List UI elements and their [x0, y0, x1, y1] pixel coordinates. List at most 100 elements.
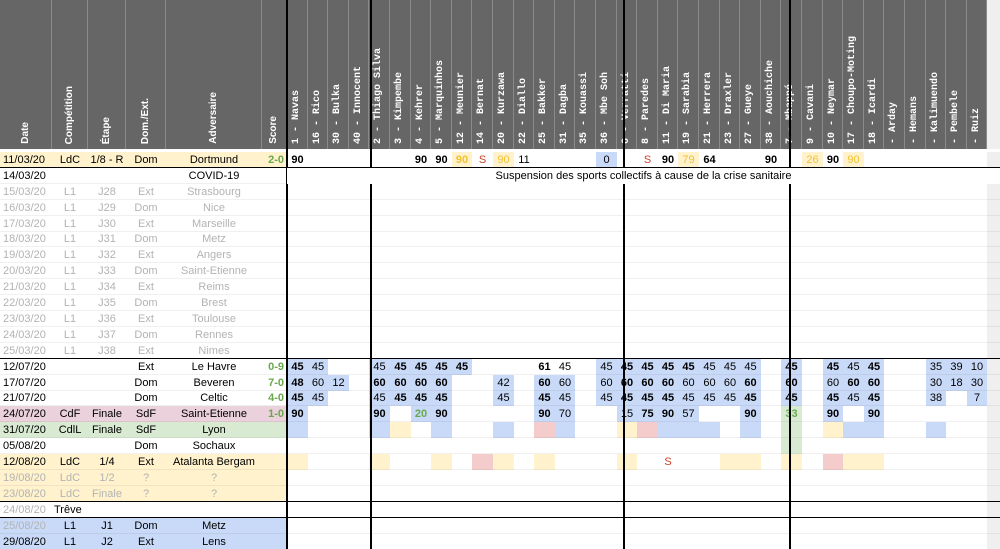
row-comp[interactable]: L1 [52, 518, 88, 534]
player-cell[interactable] [823, 502, 843, 518]
player-cell[interactable] [369, 454, 390, 470]
player-cell[interactable] [493, 279, 514, 295]
player-header-0[interactable]: 1 - Navas [287, 0, 308, 149]
player-cell[interactable] [781, 184, 802, 200]
player-cell[interactable] [884, 470, 905, 486]
player-cell[interactable] [617, 343, 637, 359]
player-cell[interactable] [720, 295, 740, 311]
player-cell[interactable] [514, 247, 534, 263]
player-cell[interactable] [369, 422, 390, 438]
player-cell[interactable] [514, 327, 534, 343]
player-cell[interactable]: 90 [823, 152, 843, 168]
player-cell[interactable] [864, 200, 884, 216]
row-score[interactable]: 7-0 [262, 375, 287, 391]
row-comp[interactable]: L1 [52, 295, 88, 311]
player-cell[interactable] [678, 470, 699, 486]
row-opponent[interactable]: Marseille [166, 216, 262, 232]
player-cell[interactable]: 45 [720, 391, 740, 406]
row-date[interactable]: 15/03/20 [0, 184, 52, 200]
player-cell[interactable] [905, 200, 926, 216]
player-cell[interactable] [926, 406, 946, 422]
player-cell[interactable]: 11 [514, 152, 534, 168]
player-cell[interactable] [534, 216, 555, 232]
row-comp[interactable]: LdC [52, 470, 88, 486]
player-cell[interactable] [720, 152, 740, 168]
player-header-8[interactable]: 12 - Meunier [452, 0, 472, 149]
player-cell[interactable] [905, 247, 926, 263]
player-cell[interactable]: 45 [678, 359, 699, 375]
player-cell[interactable] [349, 311, 369, 327]
player-cell[interactable] [308, 200, 328, 216]
player-cell[interactable] [493, 184, 514, 200]
row-stage[interactable]: J35 [88, 295, 126, 311]
player-cell[interactable] [328, 279, 349, 295]
player-cell[interactable] [658, 438, 678, 454]
player-cell[interactable]: 45 [823, 359, 843, 375]
player-cell[interactable] [720, 502, 740, 518]
player-cell[interactable] [575, 422, 596, 438]
player-cell[interactable] [637, 422, 658, 438]
player-cell[interactable] [658, 470, 678, 486]
player-cell[interactable] [328, 184, 349, 200]
player-cell[interactable] [781, 232, 802, 247]
player-cell[interactable] [843, 470, 864, 486]
player-cell[interactable] [493, 486, 514, 502]
player-cell[interactable] [720, 247, 740, 263]
player-cell[interactable] [308, 311, 328, 327]
row-venue[interactable]: Dom [126, 438, 166, 454]
player-cell[interactable] [781, 518, 802, 534]
player-cell[interactable] [761, 216, 781, 232]
player-cell[interactable] [802, 406, 823, 422]
row-score[interactable]: 1-0 [262, 406, 287, 422]
player-cell[interactable] [514, 502, 534, 518]
player-cell[interactable] [946, 216, 967, 232]
player-header-31[interactable]: - Kalimuendo [926, 0, 946, 149]
player-cell[interactable] [678, 311, 699, 327]
row-opponent[interactable]: Reims [166, 279, 262, 295]
player-cell[interactable] [946, 327, 967, 343]
player-cell[interactable] [287, 184, 308, 200]
player-cell[interactable] [884, 184, 905, 200]
player-cell[interactable] [761, 518, 781, 534]
player-cell[interactable] [843, 422, 864, 438]
row-stage[interactable]: J30 [88, 216, 126, 232]
player-cell[interactable] [411, 184, 431, 200]
player-cell[interactable] [349, 486, 369, 502]
player-cell[interactable]: 45 [617, 391, 637, 406]
row-opponent[interactable]: Metz [166, 518, 262, 534]
col-header-5[interactable]: Score [262, 0, 287, 149]
player-cell[interactable] [452, 486, 472, 502]
player-cell[interactable] [720, 422, 740, 438]
player-cell[interactable] [493, 470, 514, 486]
player-cell[interactable] [678, 232, 699, 247]
row-opponent[interactable]: Lens [166, 534, 262, 549]
player-cell[interactable] [946, 343, 967, 359]
player-cell[interactable]: S [472, 152, 493, 168]
player-cell[interactable] [926, 518, 946, 534]
player-cell[interactable] [349, 343, 369, 359]
player-cell[interactable] [328, 534, 349, 549]
player-cell[interactable] [637, 343, 658, 359]
player-cell[interactable] [802, 359, 823, 375]
row-opponent[interactable]: Le Havre [166, 359, 262, 375]
player-cell[interactable] [864, 311, 884, 327]
player-cell[interactable] [699, 295, 720, 311]
player-cell[interactable] [781, 216, 802, 232]
player-cell[interactable] [678, 184, 699, 200]
player-cell[interactable] [514, 263, 534, 279]
row-date[interactable]: 11/03/20 [0, 152, 52, 168]
player-cell[interactable] [946, 486, 967, 502]
row-venue[interactable]: Dom [126, 518, 166, 534]
player-cell[interactable]: 90 [493, 152, 514, 168]
row-opponent[interactable] [166, 502, 262, 518]
player-cell[interactable] [946, 200, 967, 216]
row-venue[interactable]: Ext [126, 534, 166, 549]
player-cell[interactable] [287, 422, 308, 438]
player-cell[interactable] [308, 295, 328, 311]
player-cell[interactable] [308, 502, 328, 518]
player-cell[interactable] [431, 518, 452, 534]
player-cell[interactable] [720, 438, 740, 454]
player-cell[interactable] [905, 311, 926, 327]
row-comp[interactable] [52, 438, 88, 454]
player-cell[interactable] [823, 200, 843, 216]
